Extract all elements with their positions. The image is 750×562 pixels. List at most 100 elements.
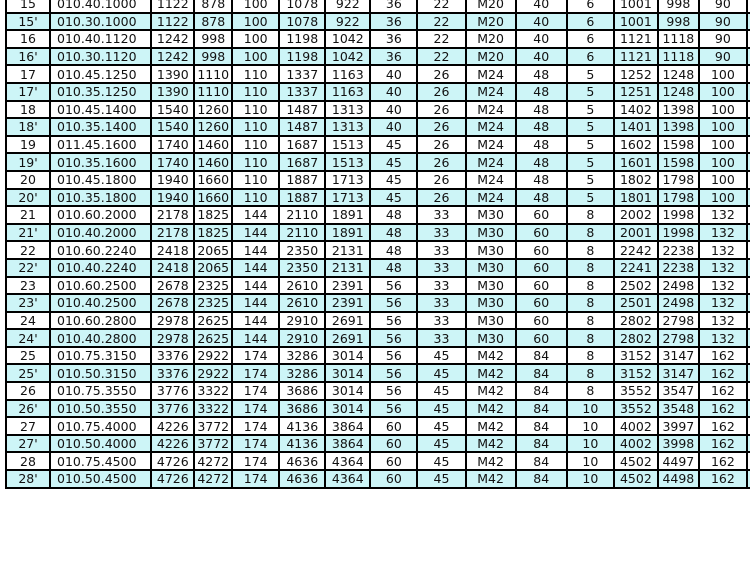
- value-cell: 3147: [656, 363, 700, 384]
- value-cell: 1825: [193, 205, 234, 225]
- value-cell: M24: [464, 187, 517, 208]
- part-number-cell: 010.50.3150: [48, 363, 153, 384]
- table-row: 19' 010.35.1600 1740 1460 110 1687 1513 45 26 M24…: [5, 152, 750, 172]
- value-cell: 1110: [193, 81, 234, 102]
- value-cell: M30: [464, 257, 517, 278]
- table-row: 22 010.60.2240 2418 2065 144 2350 2131 48 33 M30 6…: [5, 240, 750, 260]
- value-cell: 132: [697, 257, 748, 278]
- row-number-cell: 24: [5, 310, 51, 331]
- value-cell: 90: [697, 46, 748, 67]
- part-number-cell: 010.60.2240: [48, 240, 153, 260]
- value-cell: 60: [514, 240, 568, 260]
- value-cell: 56: [369, 293, 419, 313]
- value-cell: 3686: [278, 381, 327, 401]
- part-number-cell: 010.60.2000: [48, 205, 153, 225]
- value-cell: 10: [565, 433, 615, 454]
- value-cell: 174: [231, 469, 281, 489]
- value-cell: 1401: [612, 117, 659, 137]
- value-cell: 6: [565, 29, 615, 49]
- part-number-cell: 010.50.3550: [48, 398, 153, 419]
- value-cell: 5: [565, 81, 615, 102]
- value-cell: 1242: [150, 29, 196, 49]
- value-cell: 3864: [324, 416, 372, 436]
- value-cell: M24: [464, 64, 517, 84]
- value-cell: 162: [697, 469, 748, 489]
- value-cell: 2691: [324, 328, 372, 348]
- row-number-cell: 27: [5, 416, 51, 436]
- value-cell: 45: [369, 152, 419, 172]
- value-cell: 2498: [656, 293, 700, 313]
- value-cell: 100: [231, 46, 281, 67]
- value-cell: 3147: [656, 345, 700, 366]
- value-cell: 2001: [612, 222, 659, 243]
- value-cell: 40: [369, 64, 419, 84]
- row-number-cell: 17': [5, 81, 51, 102]
- table-row: 28' 010.50.4500 4726 4272 174 4636 4364 60 45 M42…: [5, 469, 750, 489]
- table-row: 20' 010.35.1800 1940 1660 110 1887 1713 45 26 M24…: [5, 187, 750, 208]
- row-number-cell: 24': [5, 328, 51, 348]
- value-cell: 8: [565, 257, 615, 278]
- value-cell: 998: [193, 46, 234, 67]
- value-cell: 1540: [150, 99, 196, 120]
- value-cell: 1078: [278, 0, 327, 14]
- value-cell: 132: [697, 275, 748, 296]
- value-cell: M42: [464, 363, 517, 384]
- value-cell: M20: [464, 0, 517, 14]
- part-number-cell: 010.40.2500: [48, 293, 153, 313]
- value-cell: 2625: [193, 310, 234, 331]
- value-cell: 33: [416, 328, 467, 348]
- value-cell: 174: [231, 363, 281, 384]
- value-cell: 6: [565, 11, 615, 32]
- value-cell: 84: [514, 433, 568, 454]
- value-cell: 1118: [656, 46, 700, 67]
- value-cell: 1802: [612, 169, 659, 190]
- value-cell: 45: [369, 169, 419, 190]
- row-number-cell: 27': [5, 433, 51, 454]
- value-cell: 40: [514, 0, 568, 14]
- value-cell: M42: [464, 345, 517, 366]
- value-cell: 2325: [193, 293, 234, 313]
- value-cell: 1001: [612, 11, 659, 32]
- part-number-cell: 010.75.4000: [48, 416, 153, 436]
- value-cell: 110: [231, 187, 281, 208]
- value-cell: 40: [369, 117, 419, 137]
- value-cell: 1998: [656, 205, 700, 225]
- value-cell: 1252: [612, 64, 659, 84]
- value-cell: 1598: [656, 152, 700, 172]
- value-cell: 1122: [150, 0, 196, 14]
- value-cell: 4226: [150, 433, 196, 454]
- value-cell: 45: [416, 381, 467, 401]
- value-cell: 998: [656, 0, 700, 14]
- value-cell: 2178: [150, 205, 196, 225]
- value-cell: M24: [464, 81, 517, 102]
- value-cell: M20: [464, 29, 517, 49]
- value-cell: 5: [565, 117, 615, 137]
- spec-table-container: 15 010.40.1000 1122 878 100 1078 922 36 22 M20 40 6…: [5, 0, 750, 489]
- value-cell: 2910: [278, 328, 327, 348]
- value-cell: 6: [565, 0, 615, 14]
- value-cell: 2065: [193, 240, 234, 260]
- value-cell: 2978: [150, 328, 196, 348]
- value-cell: 132: [697, 328, 748, 348]
- part-number-cell: 010.75.3150: [48, 345, 153, 366]
- value-cell: 1118: [656, 29, 700, 49]
- value-cell: 2350: [278, 240, 327, 260]
- value-cell: 1487: [278, 117, 327, 137]
- value-cell: 3998: [656, 433, 700, 454]
- value-cell: 2238: [656, 257, 700, 278]
- part-number-cell: 010.45.1800: [48, 169, 153, 190]
- value-cell: 4272: [193, 469, 234, 489]
- value-cell: 45: [369, 187, 419, 208]
- value-cell: 5: [565, 64, 615, 84]
- value-cell: 26: [416, 152, 467, 172]
- value-cell: 1602: [612, 134, 659, 155]
- value-cell: 1398: [656, 117, 700, 137]
- part-number-cell: 010.75.4500: [48, 451, 153, 472]
- value-cell: 2798: [656, 310, 700, 331]
- value-cell: 60: [514, 275, 568, 296]
- value-cell: 2625: [193, 328, 234, 348]
- value-cell: 56: [369, 345, 419, 366]
- value-cell: 998: [193, 29, 234, 49]
- table-row: 22' 010.40.2240 2418 2065 144 2350 2131 48 33 M30…: [5, 257, 750, 278]
- row-number-cell: 16': [5, 46, 51, 67]
